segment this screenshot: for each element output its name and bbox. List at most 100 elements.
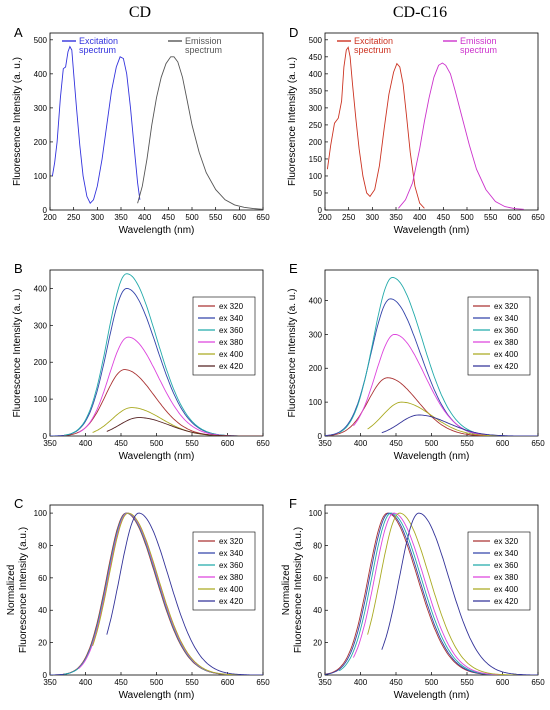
y-tick-label: 100 [309, 172, 323, 181]
legend-label: spectrum [185, 45, 222, 55]
legend-label: ex 400 [219, 585, 244, 594]
y-tick-label: 0 [318, 432, 323, 441]
column-title-cd: CD [129, 4, 151, 21]
series-line-ex-400 [367, 401, 538, 436]
y-tick-label: 80 [313, 541, 322, 550]
legend-label: spectrum [79, 45, 116, 55]
y-tick-label: 400 [309, 296, 323, 305]
y-tick-label: 50 [313, 189, 322, 198]
legend-label: ex 360 [494, 561, 519, 570]
x-tick-label: 300 [366, 213, 380, 222]
y-tick-label: 200 [34, 138, 48, 147]
y-tick-label: 40 [313, 606, 322, 615]
x-tick-label: 250 [67, 213, 81, 222]
legend-label: ex 360 [494, 326, 519, 335]
legend-label: ex 420 [219, 362, 244, 371]
y-tick-label: 100 [309, 398, 323, 407]
y-axis-label-line: Normalized [281, 565, 292, 616]
panel-label: F [289, 496, 297, 511]
y-axis-label-line: Normalized [6, 565, 17, 616]
y-tick-label: 80 [38, 541, 47, 550]
plot-area [326, 46, 524, 210]
y-axis-label: Fluorescence Intensity (a. u.) [12, 57, 23, 186]
y-tick-label: 0 [318, 671, 323, 680]
x-tick-label: 650 [531, 678, 545, 687]
legend-label: ex 360 [219, 561, 244, 570]
chart-panel-e: E 350 400 450 500 550 600 650 0 100 200 300 400 Wavel… [287, 261, 545, 462]
x-axis-label: Wavelength (nm) [394, 225, 470, 236]
legend-box [467, 296, 531, 376]
panel-label: A [14, 25, 23, 40]
x-tick-label: 350 [43, 678, 57, 687]
plot-area [50, 512, 263, 675]
x-tick-label: 200 [318, 213, 332, 222]
x-axis-label: Wavelength (nm) [394, 451, 470, 462]
column-title-cd-c16: CD-C16 [393, 4, 447, 21]
series-line-ex-420 [381, 414, 538, 436]
legend-label: spectrum [354, 45, 391, 55]
y-tick-label: 60 [38, 574, 47, 583]
panel-label: D [289, 25, 298, 40]
chart-panel-f: F 350 400 450 500 550 600 650 0 20 40 60 80 100 Wavele… [281, 496, 545, 701]
x-tick-label: 400 [138, 213, 152, 222]
legend-label: Excitation [354, 36, 393, 46]
y-tick-label: 0 [43, 671, 48, 680]
x-tick-label: 450 [389, 678, 403, 687]
x-tick-label: 450 [162, 213, 176, 222]
x-tick-label: 500 [185, 213, 199, 222]
y-tick-label: 250 [309, 121, 323, 130]
y-tick-label: 150 [309, 155, 323, 164]
legend-label: ex 320 [219, 537, 244, 546]
series-line-ex-400 [92, 512, 263, 675]
legend-box [192, 296, 256, 376]
chart-panel-c: C 350 400 450 500 550 600 650 0 20 40 60 80 100 Wavele… [6, 496, 270, 701]
legend-label: ex 340 [494, 549, 519, 558]
legend-label: spectrum [460, 45, 497, 55]
y-tick-label: 350 [309, 87, 323, 96]
series-line-ex-420 [106, 417, 263, 436]
x-axis-label: Wavelength (nm) [119, 690, 195, 701]
x-tick-label: 350 [318, 439, 332, 448]
y-tick-label: 300 [309, 104, 323, 113]
y-tick-label: 500 [34, 36, 48, 45]
x-tick-label: 350 [389, 213, 403, 222]
plot-frame [324, 32, 539, 211]
legend-label: ex 400 [219, 350, 244, 359]
x-tick-label: 350 [114, 213, 128, 222]
y-tick-label: 300 [309, 330, 323, 339]
y-tick-label: 40 [38, 606, 47, 615]
x-tick-label: 600 [233, 213, 247, 222]
x-tick-label: 400 [413, 213, 427, 222]
x-tick-label: 400 [354, 439, 368, 448]
panel-label: C [14, 496, 23, 511]
plot-area [325, 512, 538, 675]
panel-label: E [289, 261, 298, 276]
legend-box [467, 531, 531, 611]
y-tick-label: 0 [43, 206, 48, 215]
x-tick-label: 650 [531, 213, 545, 222]
y-axis-label-line: Fluorescence Intensity (a.u.) [293, 527, 304, 653]
legend-label: ex 380 [219, 338, 244, 347]
plot-area [50, 273, 263, 436]
series-line-ex-400 [367, 512, 538, 675]
chart-panel-b: B 350 400 450 500 550 600 650 0 100 200 300 400 Wavel… [12, 261, 270, 462]
legend-label: ex 420 [494, 597, 519, 606]
x-axis-label: Wavelength (nm) [119, 225, 195, 236]
x-tick-label: 650 [256, 213, 270, 222]
y-tick-label: 200 [309, 364, 323, 373]
plot-area [325, 277, 538, 436]
x-tick-label: 500 [150, 439, 164, 448]
x-axis-label: Wavelength (nm) [394, 690, 470, 701]
y-tick-label: 0 [43, 432, 48, 441]
chart-panel-d: D 200 250 300 350 400 450 500 550 600 650 0 50 100 150… [287, 25, 545, 236]
x-tick-label: 550 [185, 439, 199, 448]
legend-label: ex 420 [494, 362, 519, 371]
legend-label: ex 400 [494, 585, 519, 594]
legend-label: ex 400 [494, 350, 519, 359]
x-tick-label: 450 [114, 439, 128, 448]
legend-label: ex 340 [219, 549, 244, 558]
legend-label: Emission [185, 36, 222, 46]
series-line-ex-420 [381, 512, 538, 675]
panel-label: B [14, 261, 23, 276]
